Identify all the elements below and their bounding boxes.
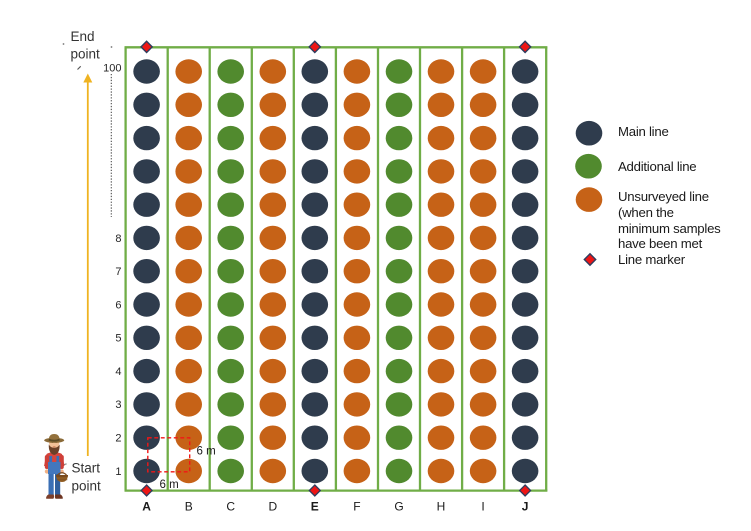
svg-text:6 m: 6 m (160, 479, 179, 491)
svg-text:8: 8 (115, 233, 121, 245)
svg-text:100: 100 (103, 63, 121, 75)
svg-text:3: 3 (115, 399, 121, 411)
svg-text:Additional line: Additional line (618, 159, 696, 174)
svg-text:have been met: have been met (618, 236, 703, 251)
svg-text:Line marker: Line marker (618, 252, 686, 267)
svg-text:6: 6 (115, 299, 121, 311)
svg-text:4: 4 (115, 366, 121, 378)
svg-text:Start: Start (72, 461, 101, 476)
svg-text:1: 1 (115, 466, 121, 478)
svg-text:Unsurveyed line: Unsurveyed line (618, 189, 709, 204)
svg-text:I: I (481, 500, 484, 514)
svg-text:C: C (226, 500, 235, 514)
svg-text:End: End (71, 29, 95, 44)
svg-text:E: E (311, 500, 319, 514)
svg-text:point: point (71, 47, 101, 62)
svg-text:Main line: Main line (618, 124, 669, 139)
svg-text:6 m: 6 m (197, 446, 216, 458)
svg-text:H: H (437, 500, 446, 514)
svg-text:5: 5 (115, 333, 121, 345)
svg-text:point: point (72, 479, 102, 494)
svg-text:J: J (522, 500, 529, 514)
svg-text:2: 2 (115, 433, 121, 445)
svg-text:7: 7 (115, 266, 121, 278)
svg-text:B: B (185, 500, 193, 514)
svg-text:D: D (268, 500, 277, 514)
svg-text:(when the: (when the (618, 205, 674, 220)
svg-text:F: F (353, 500, 360, 514)
svg-text:A: A (142, 500, 151, 514)
svg-text:G: G (394, 500, 403, 514)
svg-text:minimum samples: minimum samples (618, 221, 721, 236)
